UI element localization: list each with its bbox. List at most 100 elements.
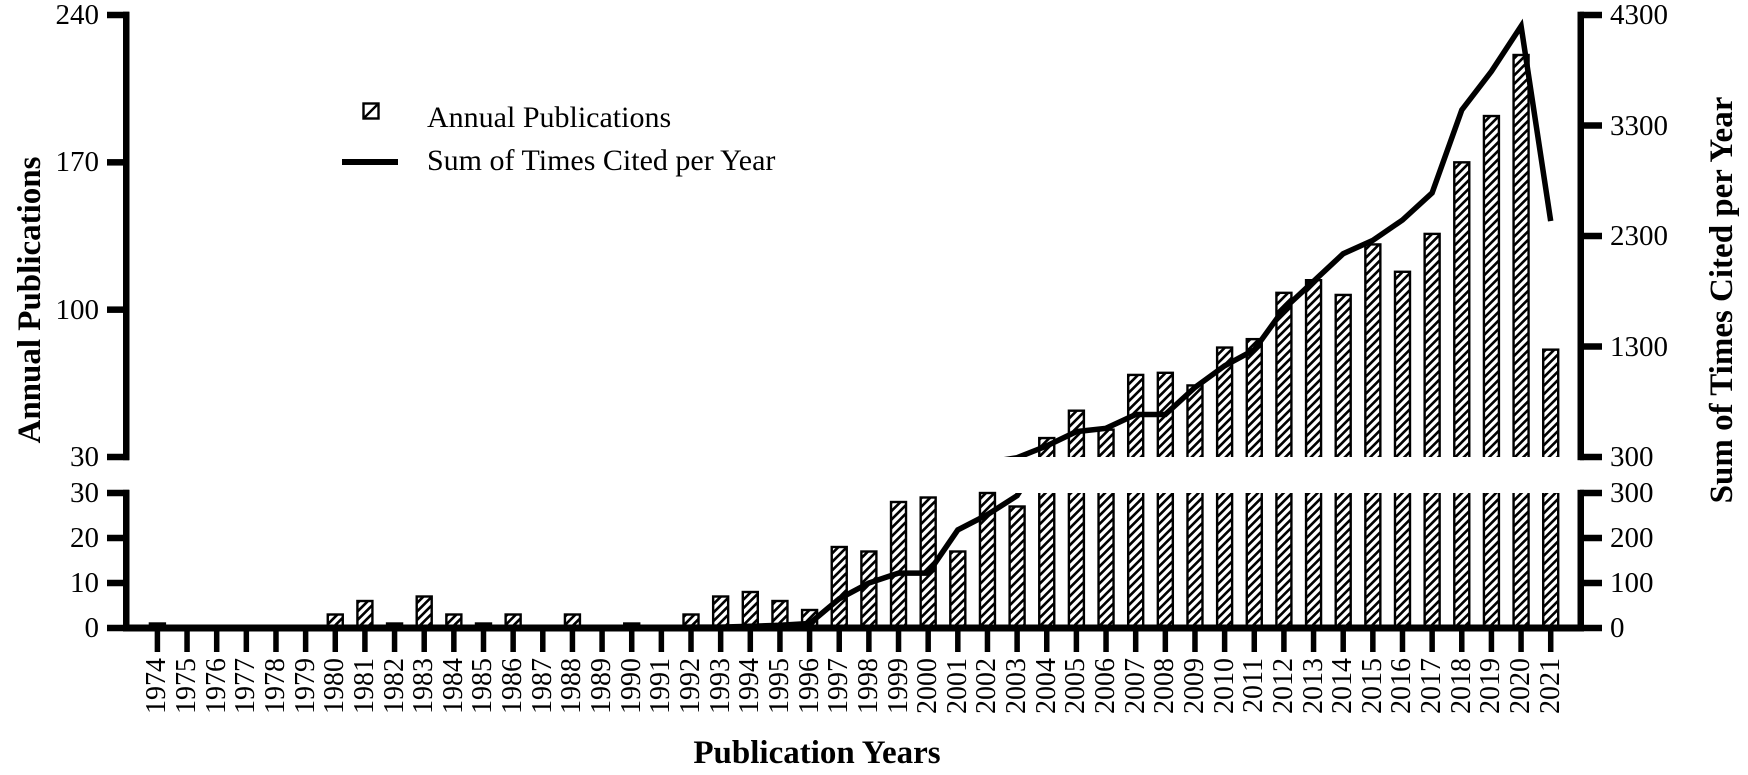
bar-1998 — [860, 550, 878, 631]
y-left-lower-tick-label-0: 0 — [84, 612, 100, 644]
x-tick-label-1988: 1988 — [556, 658, 588, 714]
x-tick-label-2013: 2013 — [1297, 658, 1329, 714]
x-tick-2008 — [1162, 631, 1169, 652]
left-tick-240 — [107, 11, 129, 19]
bar-2021-upper — [1542, 348, 1560, 457]
x-tick-1976 — [213, 631, 220, 652]
y-right-tick-label-2300: 2300 — [1610, 220, 1668, 252]
x-tick-label-1980: 1980 — [319, 658, 351, 714]
bar-2012-upper — [1275, 291, 1293, 457]
right-spine-lower — [1577, 489, 1584, 632]
hatched-square-icon — [362, 102, 380, 120]
bars-upper-panel — [1038, 53, 1560, 457]
x-tick-2001 — [955, 631, 961, 652]
y-right-lower-tick-label-200: 200 — [1610, 522, 1654, 554]
x-tick-1998 — [866, 631, 872, 652]
y-right-tick-label-1300: 1300 — [1610, 330, 1668, 363]
x-tick-2000 — [925, 631, 931, 652]
x-tick-label-1983: 1983 — [408, 658, 440, 714]
legend-label-annual-publications: Annual Publications — [427, 101, 672, 134]
left-tick-lower-10 — [107, 579, 129, 587]
bar-2005-lower — [1067, 493, 1086, 629]
x-tick-label-1990: 1990 — [615, 658, 647, 714]
x-tick-2010 — [1221, 631, 1228, 652]
x-tick-1978 — [273, 631, 279, 652]
left-tick-30 — [107, 453, 129, 461]
bar-1993 — [711, 595, 730, 631]
x-tick-2007 — [1132, 631, 1139, 652]
x-tick-1985 — [480, 631, 487, 652]
x-tick-1989 — [599, 631, 605, 652]
left-tick-170 — [107, 159, 129, 166]
x-axis-line — [123, 624, 1584, 632]
bar-2006-lower — [1097, 493, 1115, 629]
bar-2011-lower — [1245, 493, 1263, 629]
axes — [107, 11, 1602, 652]
right-tick-300 — [1580, 453, 1602, 461]
bar-2004-lower — [1038, 493, 1056, 629]
x-tick-label-1995: 1995 — [763, 658, 795, 714]
x-tick-label-1989: 1989 — [586, 658, 618, 714]
bar-2010-lower — [1215, 493, 1234, 629]
x-tick-label-1981: 1981 — [348, 658, 380, 714]
bar-2016-lower — [1393, 493, 1412, 629]
x-tick-label-1982: 1982 — [378, 658, 410, 714]
x-tick-label-2003: 2003 — [1001, 658, 1033, 714]
x-tick-1997 — [836, 631, 842, 652]
x-tick-1988 — [569, 631, 576, 652]
x-tick-label-1975: 1975 — [171, 658, 203, 714]
right-tick-3300 — [1580, 122, 1602, 129]
x-tick-label-2016: 2016 — [1386, 658, 1418, 714]
x-tick-2004 — [1044, 631, 1050, 652]
x-tick-label-1991: 1991 — [645, 658, 677, 714]
citation-line-upper — [1003, 18, 1554, 457]
y-left-lower-tick-label-20: 20 — [70, 522, 99, 554]
x-tick-label-2011: 2011 — [1238, 658, 1270, 713]
bars-lower-truncated — [1038, 493, 1560, 629]
x-tick-label-2010: 2010 — [1208, 658, 1240, 714]
x-tick-label-2001: 2001 — [941, 658, 973, 714]
x-tick-label-2009: 2009 — [1178, 658, 1210, 714]
x-tick-2013 — [1310, 631, 1317, 652]
bar-2016-upper — [1393, 270, 1412, 457]
bar-2013-upper — [1304, 279, 1323, 457]
bars-lower-panel — [148, 491, 1026, 631]
bar-2020-lower — [1512, 493, 1530, 629]
x-tick-label-2018: 2018 — [1445, 658, 1477, 714]
y-axis-title-left: Annual Publications — [12, 156, 48, 444]
x-tick-label-1974: 1974 — [141, 658, 173, 714]
x-tick-1979 — [302, 631, 309, 652]
x-tick-2006 — [1103, 631, 1109, 652]
x-tick-1999 — [895, 631, 902, 652]
x-tick-label-1993: 1993 — [704, 658, 736, 714]
x-tick-1993 — [717, 631, 724, 652]
x-tick-2015 — [1370, 631, 1376, 652]
left-tick-lower-0 — [107, 624, 129, 632]
x-tick-1992 — [688, 631, 694, 652]
y-left-lower-tick-label-30: 30 — [70, 477, 99, 509]
x-tick-label-1996: 1996 — [793, 658, 825, 714]
right-tick-lower-0 — [1580, 624, 1602, 632]
x-tick-label-1985: 1985 — [467, 658, 499, 714]
right-tick-1300 — [1580, 343, 1602, 350]
x-tick-2012 — [1281, 631, 1287, 652]
bar-2015-lower — [1364, 493, 1382, 629]
sum-times-cited-line-upper — [1003, 18, 1554, 457]
x-tick-label-1978: 1978 — [259, 658, 291, 714]
x-tick-2021 — [1547, 631, 1554, 652]
y-left-tick-label-170: 170 — [55, 146, 100, 179]
x-tick-2002 — [984, 631, 991, 652]
x-tick-2003 — [1014, 631, 1020, 652]
x-tick-1995 — [777, 631, 783, 652]
x-tick-label-2020: 2020 — [1505, 658, 1537, 714]
x-tick-label-2015: 2015 — [1356, 658, 1388, 714]
y-right-lower-tick-label-300: 300 — [1610, 477, 1654, 509]
y-right-lower-tick-label-0: 0 — [1610, 612, 1625, 644]
x-tick-1990 — [628, 631, 635, 652]
x-tick-1996 — [806, 631, 813, 652]
right-tick-lower-300 — [1580, 489, 1602, 497]
x-tick-label-1998: 1998 — [852, 658, 884, 714]
bar-2008-lower — [1156, 493, 1175, 629]
bar-2017-lower — [1423, 493, 1441, 629]
